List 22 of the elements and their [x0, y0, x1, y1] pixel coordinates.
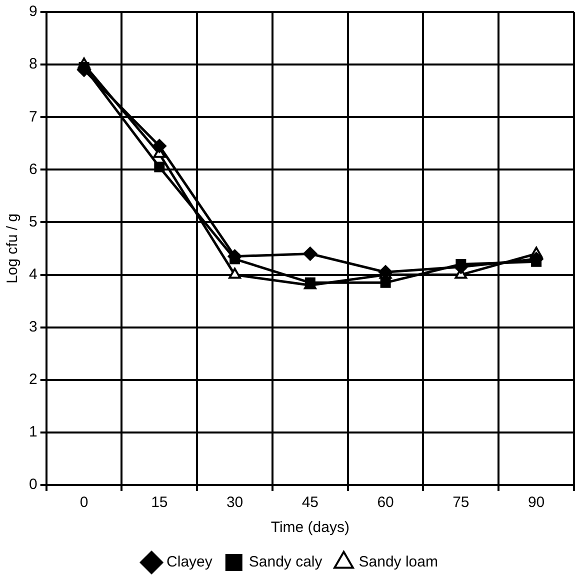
- legend-label: Sandy caly: [248, 554, 323, 571]
- legend-label: Sandy loam: [358, 554, 438, 571]
- y-tick-label: 8: [29, 56, 38, 73]
- x-tick-label: 15: [151, 494, 168, 512]
- x-tick-label: 60: [377, 494, 394, 512]
- y-tick-label: 7: [29, 108, 38, 126]
- x-tick-label: 75: [452, 494, 470, 512]
- y-tick-label: 2: [29, 371, 38, 388]
- x-axis-title: Time (days): [270, 519, 350, 536]
- x-tick-label: 45: [302, 494, 319, 512]
- y-tick-label: 5: [29, 213, 38, 230]
- x-tick-label: 0: [80, 494, 88, 512]
- y-axis-title: Log cfu / g: [4, 213, 22, 284]
- y-tick-label: 0: [29, 476, 38, 494]
- x-tick-label: 30: [226, 494, 244, 512]
- y-tick-label: 4: [29, 266, 38, 283]
- y-tick-label: 9: [29, 3, 38, 20]
- legend-label: Clayey: [166, 554, 213, 571]
- y-tick-label: 1: [29, 424, 38, 441]
- y-tick-label: 3: [29, 318, 38, 336]
- x-tick-label: 90: [528, 494, 545, 512]
- y-tick-label: 6: [29, 160, 38, 178]
